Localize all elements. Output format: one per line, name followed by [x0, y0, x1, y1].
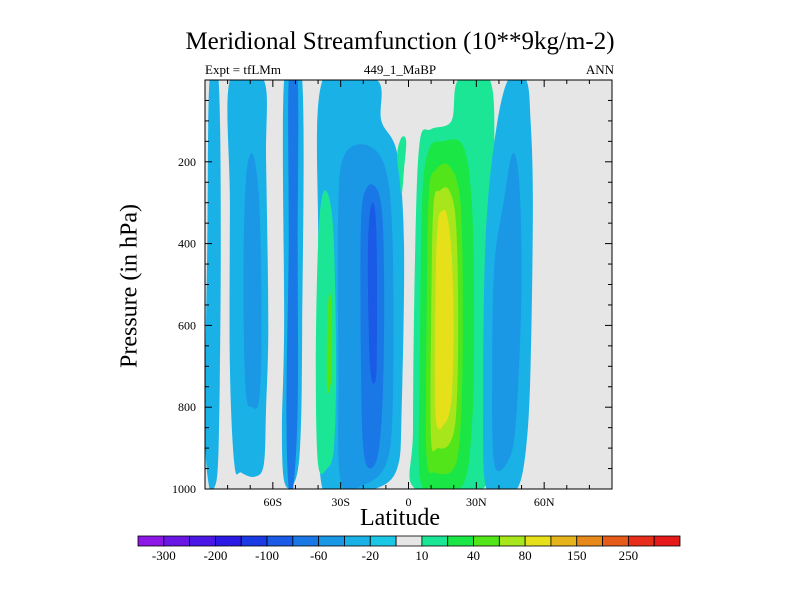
- x-tick-label: 30S: [331, 495, 350, 509]
- colorbar-label: -200: [204, 548, 228, 563]
- colorbar-swatch: [292, 535, 320, 547]
- contour-fills: [205, 80, 533, 489]
- colorbar-swatch: [344, 535, 371, 547]
- y-axis: 200 400 600 800 1000: [172, 79, 612, 496]
- y-tick-label: 600: [178, 318, 196, 332]
- colorbar-label: 250: [619, 548, 639, 563]
- contour-region-17: [434, 209, 454, 430]
- colorbar-swatch: [189, 535, 216, 547]
- colorbar-swatch: [137, 535, 165, 547]
- chart-subtitle: 449_1_MaBP: [363, 62, 437, 77]
- y-tick-label: 1000: [172, 482, 196, 496]
- contour-region-19: [492, 152, 522, 472]
- colorbar-swatch: [524, 535, 552, 547]
- colorbar-label: -60: [310, 548, 327, 563]
- x-tick-label: 30N: [466, 495, 487, 509]
- x-tick-label: 60N: [534, 495, 555, 509]
- colorbar-swatch: [498, 535, 526, 547]
- y-tick-label: 400: [178, 237, 196, 251]
- colorbar-label: -20: [362, 548, 379, 563]
- contour-region-4: [286, 80, 299, 489]
- colorbar-label: 150: [567, 548, 587, 563]
- colorbar-label: 40: [467, 548, 480, 563]
- colorbar-swatch: [240, 535, 268, 547]
- x-axis-label: Latitude: [360, 505, 440, 531]
- contour-region-12: [397, 136, 407, 195]
- experiment-label: Expt = tfLMm: [205, 62, 281, 77]
- colorbar-swatch: [163, 535, 191, 547]
- contour-region-2: [243, 152, 262, 409]
- colorbar-label: 10: [415, 548, 428, 563]
- x-tick-label: 60S: [263, 495, 282, 509]
- colorbar-swatch: [627, 535, 655, 547]
- colorbar-swatch: [602, 535, 629, 547]
- colorbar-swatch: [550, 535, 578, 547]
- y-tick-label: 800: [178, 400, 196, 414]
- colorbar-swatch: [421, 535, 449, 547]
- colorbar-label: -300: [152, 548, 176, 563]
- contour-region-11: [326, 292, 333, 394]
- colorbar-label: 80: [519, 548, 532, 563]
- colorbar: -300 -200 -100 -60 -20 10 40 80 150 250: [137, 535, 681, 563]
- colorbar-swatch: [576, 535, 603, 547]
- colorbar-swatch: [318, 535, 345, 547]
- y-tick-label: 200: [178, 155, 196, 169]
- contour-region-8: [367, 202, 378, 384]
- chart-title: Meridional Streamfunction (10**9kg/m-2): [185, 28, 615, 55]
- colorbar-swatch: [653, 535, 681, 547]
- colorbar-label: -100: [255, 548, 279, 563]
- colorbar-swatch: [473, 535, 500, 547]
- x-axis: 60S 30S 0 30N 60N: [204, 80, 613, 509]
- colorbar-swatch: [447, 535, 474, 547]
- colorbar-swatch: [369, 535, 397, 547]
- colorbar-swatch: [215, 535, 242, 547]
- colorbar-swatch: [395, 535, 423, 547]
- colorbar-swatch: [266, 535, 294, 547]
- season-label: ANN: [585, 62, 614, 77]
- y-axis-label: Pressure (in hPa): [116, 204, 143, 368]
- x-tick-label: 0: [406, 495, 412, 509]
- plot-background: [205, 80, 612, 489]
